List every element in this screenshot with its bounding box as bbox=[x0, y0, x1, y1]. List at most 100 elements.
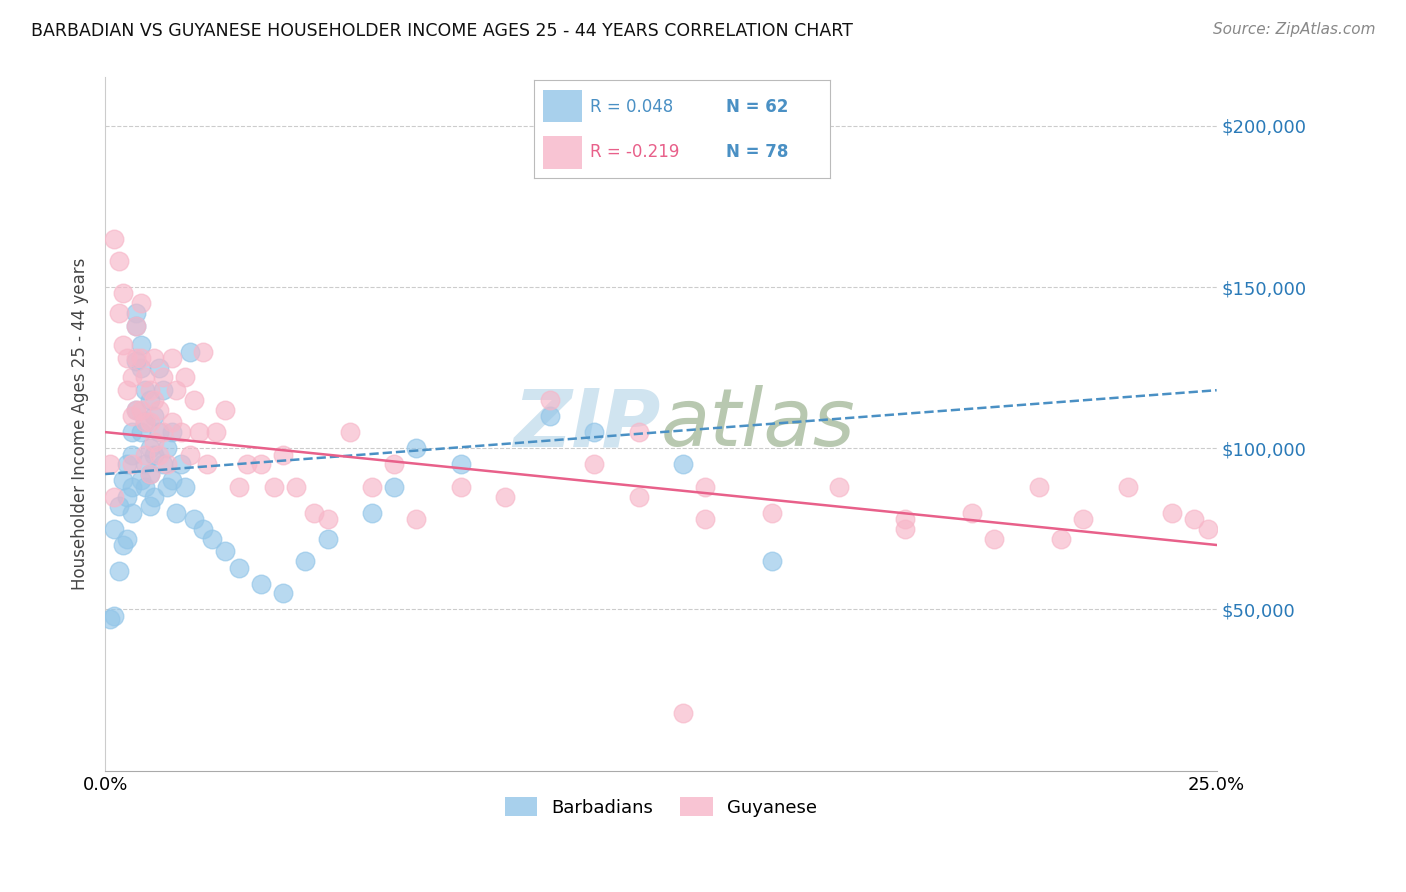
Point bbox=[187, 425, 209, 439]
Point bbox=[761, 506, 783, 520]
Point bbox=[1184, 512, 1206, 526]
Point bbox=[450, 480, 472, 494]
Point bbox=[134, 458, 156, 472]
Point bbox=[152, 383, 174, 397]
Point bbox=[285, 480, 308, 494]
Point bbox=[201, 532, 224, 546]
Point bbox=[98, 612, 121, 626]
Point bbox=[129, 474, 152, 488]
Point bbox=[129, 425, 152, 439]
Point bbox=[672, 706, 695, 720]
Point bbox=[316, 532, 339, 546]
Point bbox=[450, 458, 472, 472]
Point bbox=[117, 383, 139, 397]
Point bbox=[152, 458, 174, 472]
Point bbox=[405, 512, 427, 526]
Point bbox=[121, 458, 143, 472]
Point bbox=[538, 392, 561, 407]
Point bbox=[134, 448, 156, 462]
Point bbox=[103, 608, 125, 623]
Point bbox=[156, 480, 179, 494]
Point bbox=[627, 490, 650, 504]
Point bbox=[165, 506, 187, 520]
Text: BARBADIAN VS GUYANESE HOUSEHOLDER INCOME AGES 25 - 44 YEARS CORRELATION CHART: BARBADIAN VS GUYANESE HOUSEHOLDER INCOME… bbox=[31, 22, 853, 40]
Point bbox=[143, 351, 166, 365]
Point bbox=[107, 254, 129, 268]
Y-axis label: Householder Income Ages 25 - 44 years: Householder Income Ages 25 - 44 years bbox=[72, 258, 89, 591]
Point bbox=[361, 480, 384, 494]
Point bbox=[183, 512, 205, 526]
Point bbox=[143, 448, 166, 462]
Point bbox=[197, 458, 219, 472]
Point bbox=[125, 354, 148, 368]
Point bbox=[1028, 480, 1050, 494]
Text: atlas: atlas bbox=[661, 385, 856, 463]
Point bbox=[103, 232, 125, 246]
Point bbox=[107, 500, 129, 514]
Point bbox=[339, 425, 361, 439]
Point bbox=[138, 467, 160, 481]
Point bbox=[156, 458, 179, 472]
Point bbox=[179, 344, 201, 359]
Point bbox=[111, 338, 134, 352]
Point bbox=[583, 458, 606, 472]
Point bbox=[583, 425, 606, 439]
Point bbox=[117, 532, 139, 546]
Point bbox=[250, 576, 273, 591]
Point bbox=[134, 480, 156, 494]
Point bbox=[160, 474, 183, 488]
Point bbox=[148, 402, 170, 417]
Point bbox=[179, 448, 201, 462]
Point bbox=[134, 416, 156, 430]
Point bbox=[121, 506, 143, 520]
Point bbox=[263, 480, 285, 494]
Point bbox=[156, 442, 179, 456]
Point bbox=[160, 351, 183, 365]
Point bbox=[107, 306, 129, 320]
Point bbox=[170, 425, 193, 439]
Point bbox=[672, 458, 695, 472]
Point bbox=[191, 344, 214, 359]
Text: Source: ZipAtlas.com: Source: ZipAtlas.com bbox=[1212, 22, 1375, 37]
Point bbox=[170, 458, 193, 472]
Point bbox=[1116, 480, 1139, 494]
Point bbox=[361, 506, 384, 520]
Point bbox=[160, 416, 183, 430]
Point bbox=[121, 370, 143, 384]
Point bbox=[103, 490, 125, 504]
Point bbox=[214, 544, 236, 558]
Point bbox=[148, 425, 170, 439]
Point bbox=[111, 474, 134, 488]
Point bbox=[121, 409, 143, 423]
Point bbox=[125, 402, 148, 417]
Point bbox=[129, 296, 152, 310]
Point bbox=[134, 383, 156, 397]
Point bbox=[960, 506, 983, 520]
Point bbox=[98, 458, 121, 472]
Point bbox=[382, 458, 405, 472]
Point bbox=[125, 318, 148, 333]
Point bbox=[138, 392, 160, 407]
Point bbox=[214, 402, 236, 417]
Point bbox=[271, 586, 294, 600]
Point bbox=[1050, 532, 1073, 546]
Point bbox=[143, 409, 166, 423]
Text: ZIP: ZIP bbox=[513, 385, 661, 463]
Point bbox=[148, 448, 170, 462]
Point bbox=[121, 480, 143, 494]
Point bbox=[103, 522, 125, 536]
Point bbox=[138, 500, 160, 514]
Point bbox=[138, 467, 160, 481]
Point bbox=[143, 392, 166, 407]
Point bbox=[174, 480, 197, 494]
Point bbox=[983, 532, 1005, 546]
Point bbox=[228, 560, 250, 574]
Point bbox=[117, 490, 139, 504]
Text: R = 0.048: R = 0.048 bbox=[591, 98, 673, 116]
Point bbox=[117, 351, 139, 365]
Point bbox=[828, 480, 851, 494]
Point bbox=[205, 425, 228, 439]
Point bbox=[183, 392, 205, 407]
Point bbox=[125, 402, 148, 417]
Point bbox=[494, 490, 516, 504]
